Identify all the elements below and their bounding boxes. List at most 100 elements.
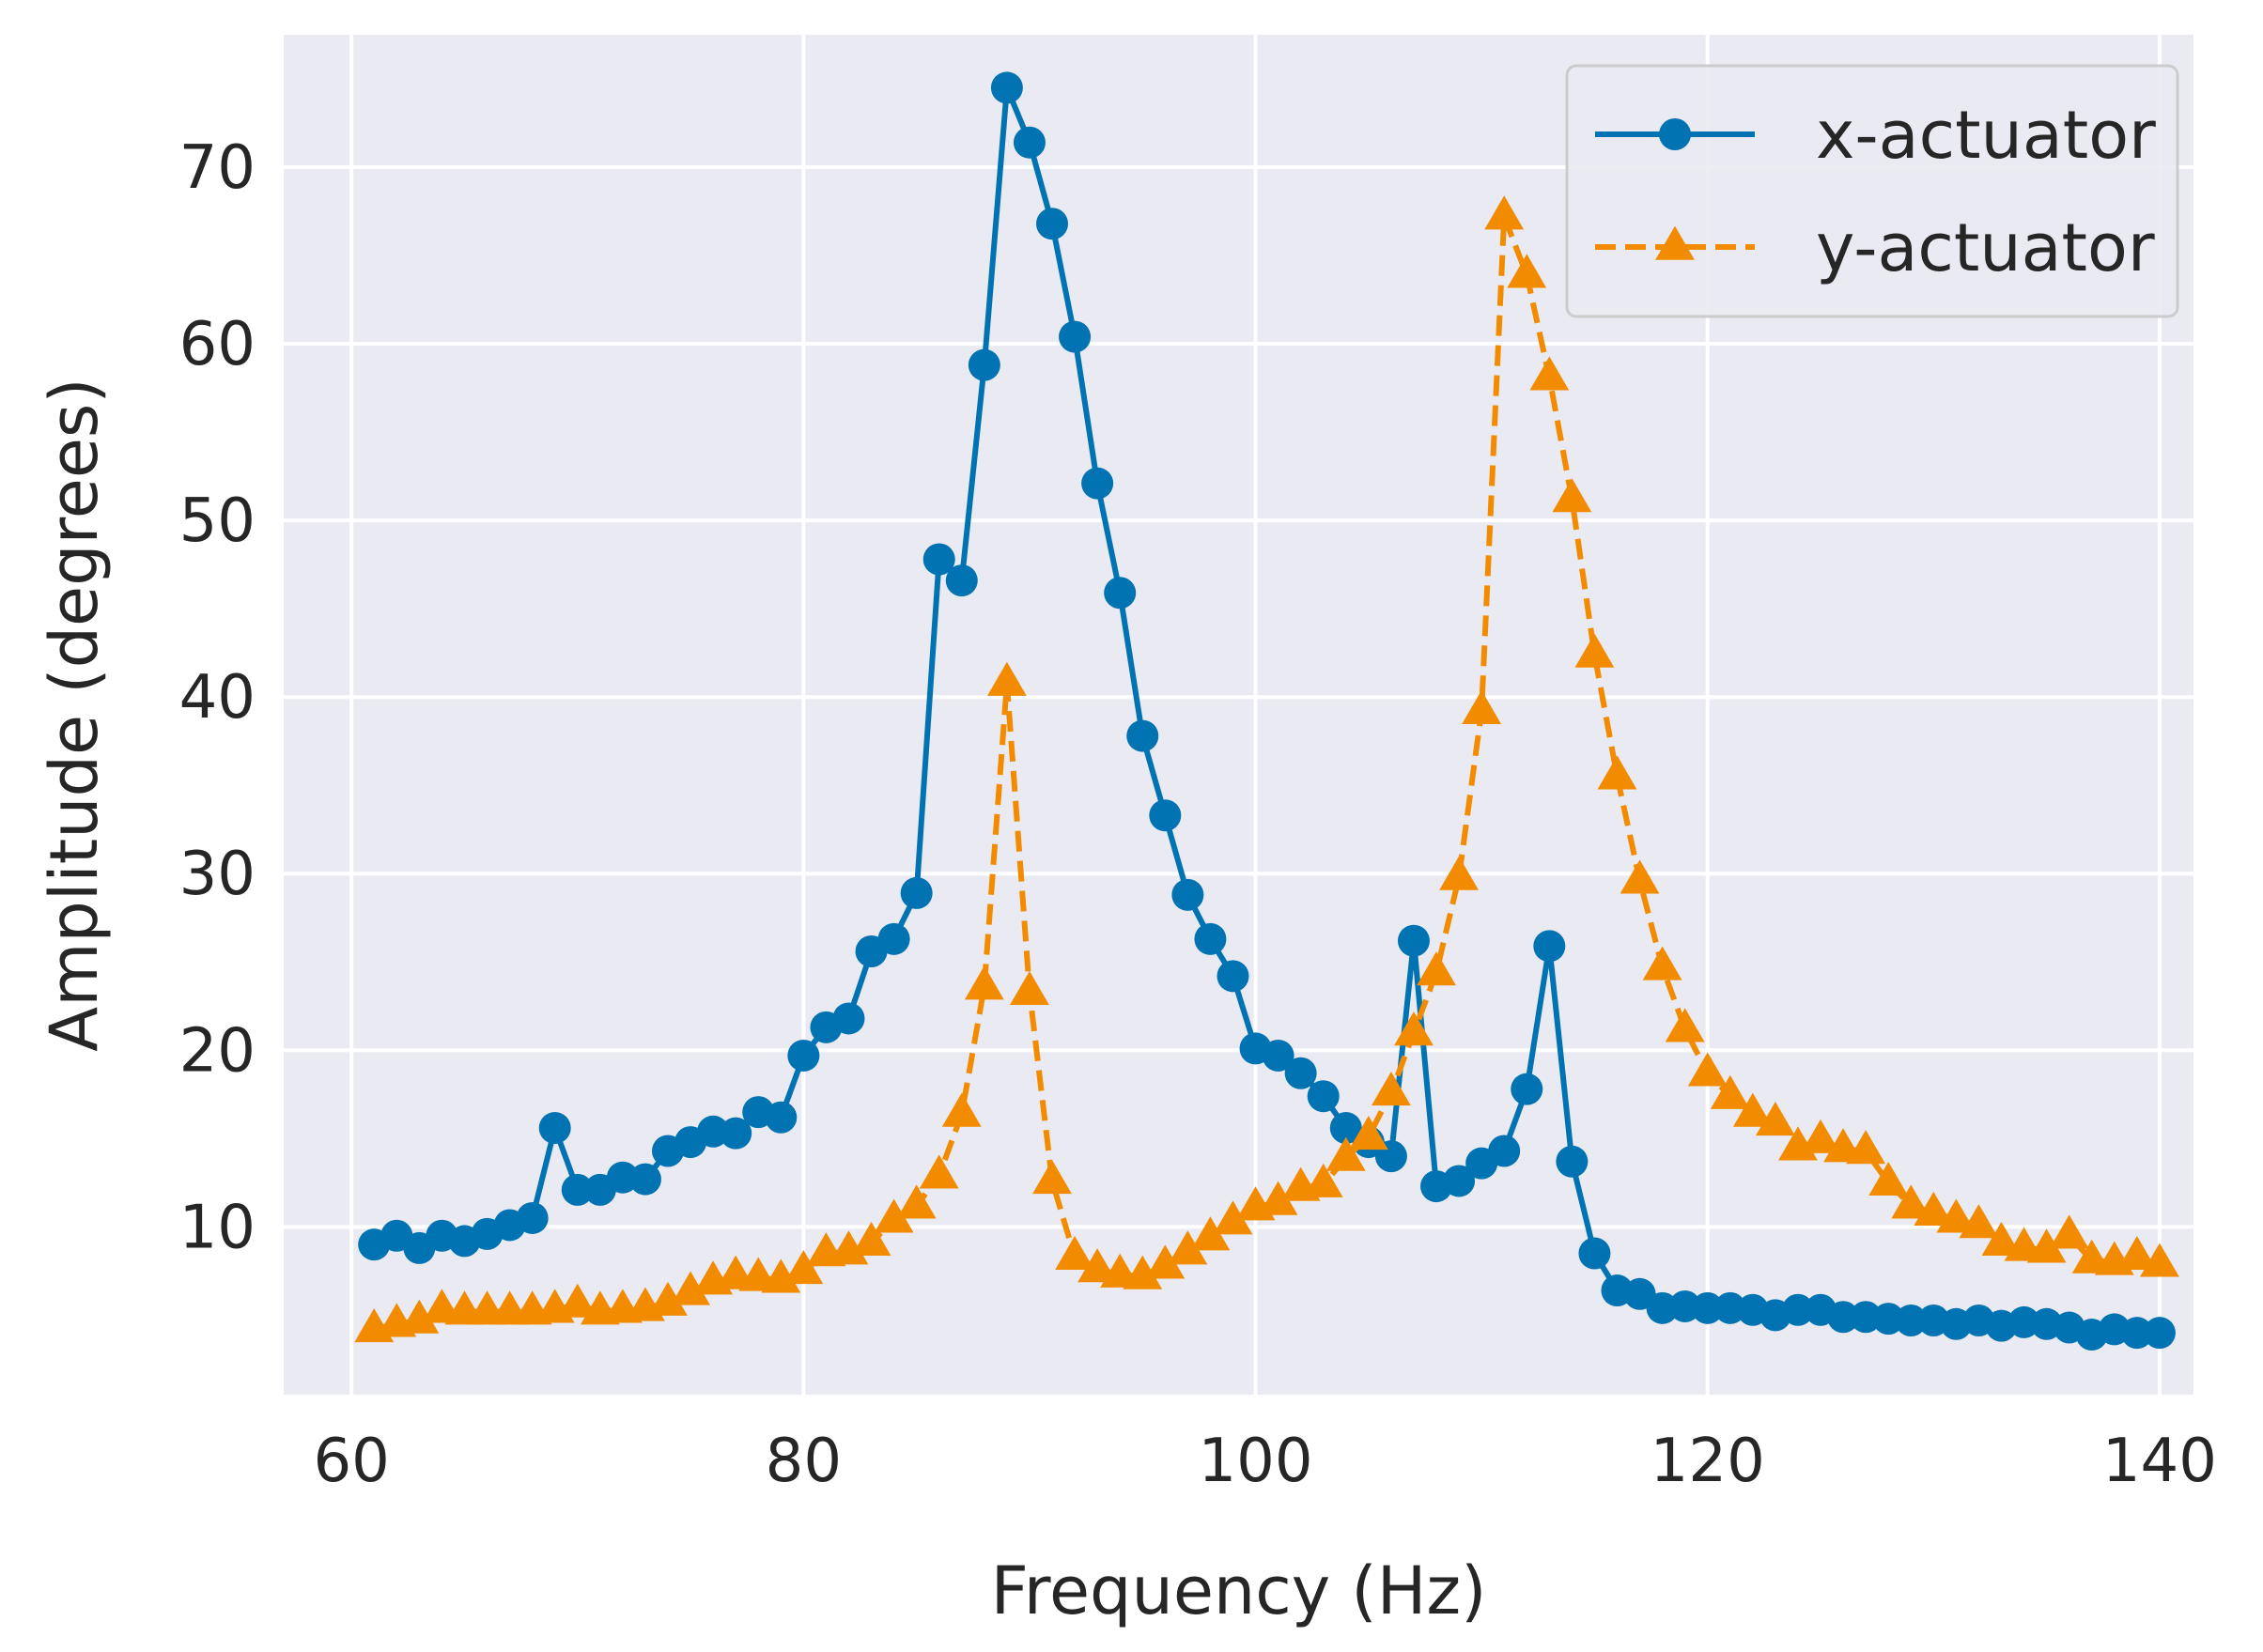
- point-y-actuator-120: [1687, 1052, 1728, 1087]
- point-y-actuator-82: [829, 1230, 869, 1265]
- point-y-actuator-131: [1936, 1198, 1976, 1233]
- point-y-actuator-79: [761, 1258, 801, 1293]
- x-tick-label-80: 80: [766, 1427, 842, 1496]
- point-y-actuator-127: [1846, 1130, 1886, 1165]
- point-x-actuator-77: [720, 1117, 752, 1150]
- point-y-actuator-118: [1642, 946, 1682, 980]
- point-x-actuator-79: [765, 1101, 798, 1134]
- point-y-actuator-117: [1620, 859, 1660, 894]
- point-y-actuator-104: [1325, 1136, 1366, 1171]
- point-y-actuator-110: [1462, 689, 1502, 724]
- point-y-actuator-123: [1756, 1102, 1795, 1136]
- legend-label-x-actuator: x-actuator: [1816, 97, 2156, 174]
- point-x-actuator-140: [2143, 1317, 2176, 1350]
- point-y-actuator-89: [986, 661, 1027, 696]
- point-y-actuator-116: [1597, 755, 1637, 790]
- point-y-actuator-130: [1914, 1191, 1954, 1227]
- point-y-actuator-109: [1439, 856, 1479, 890]
- point-y-actuator-103: [1303, 1163, 1343, 1197]
- point-y-actuator-125: [1801, 1119, 1840, 1153]
- point-y-actuator-97: [1168, 1230, 1208, 1265]
- point-x-actuator-86: [922, 543, 955, 576]
- y-tick-label-20: 20: [179, 1016, 256, 1086]
- point-y-actuator-87: [941, 1092, 982, 1127]
- point-y-actuator-136: [2049, 1214, 2089, 1249]
- x-tick-label-120: 120: [1651, 1427, 1765, 1496]
- point-x-actuator-124: [1781, 1293, 1814, 1326]
- point-y-actuator-112: [1507, 254, 1547, 288]
- point-y-actuator-140: [2140, 1243, 2179, 1277]
- point-x-actuator-88: [968, 348, 1000, 381]
- point-x-actuator-96: [1149, 799, 1182, 832]
- point-y-actuator-115: [1574, 633, 1615, 668]
- grid: [284, 35, 2193, 1395]
- point-x-actuator-84: [877, 922, 910, 955]
- point-y-actuator-133: [1981, 1221, 2022, 1256]
- legend-marker-x-actuator: [1659, 118, 1691, 150]
- point-x-actuator-91: [1036, 208, 1069, 240]
- point-x-actuator-68: [516, 1201, 549, 1234]
- point-x-actuator-107: [1397, 924, 1430, 957]
- point-y-actuator-86: [919, 1154, 959, 1189]
- y-tick-label-60: 60: [179, 310, 256, 379]
- point-y-actuator-105: [1348, 1116, 1388, 1150]
- series-y-actuator: [354, 195, 2179, 1343]
- point-x-actuator-97: [1171, 878, 1204, 911]
- x-tick-label-60: 60: [313, 1427, 389, 1496]
- y-tick-label-50: 50: [179, 486, 256, 556]
- point-x-actuator-115: [1578, 1237, 1611, 1270]
- point-x-actuator-103: [1307, 1080, 1340, 1113]
- legend: x-actuator y-actuator: [1565, 64, 2179, 318]
- point-y-actuator-88: [964, 965, 1004, 1000]
- point-y-actuator-91: [1032, 1160, 1072, 1195]
- point-y-actuator-101: [1258, 1181, 1298, 1215]
- point-y-actuator-129: [1891, 1184, 1931, 1219]
- point-y-actuator-98: [1190, 1216, 1231, 1251]
- legend-label-y-actuator: y-actuator: [1816, 209, 2155, 286]
- point-y-actuator-135: [2026, 1228, 2067, 1263]
- x-axis-label: Frequency (Hz): [991, 1552, 1487, 1629]
- point-x-actuator-101: [1262, 1039, 1294, 1072]
- point-x-actuator-113: [1533, 930, 1566, 963]
- series-layer: [354, 71, 2179, 1351]
- point-y-actuator-90: [1010, 970, 1049, 1005]
- legend-entry-y-actuator: y-actuator: [1595, 209, 2155, 286]
- point-x-actuator-95: [1126, 719, 1159, 752]
- x-tick-label-100: 100: [1198, 1427, 1312, 1496]
- point-x-actuator-94: [1104, 577, 1137, 610]
- point-y-actuator-93: [1077, 1248, 1118, 1283]
- point-y-actuator-122: [1732, 1092, 1773, 1127]
- point-x-actuator-126: [1827, 1301, 1860, 1334]
- point-y-actuator-63: [399, 1299, 440, 1334]
- point-x-actuator-98: [1194, 922, 1227, 955]
- point-y-actuator-128: [1868, 1161, 1909, 1197]
- point-x-actuator-80: [787, 1039, 820, 1072]
- point-x-actuator-99: [1217, 960, 1249, 993]
- point-y-actuator-107: [1394, 1011, 1434, 1046]
- point-y-actuator-95: [1123, 1255, 1163, 1289]
- point-x-actuator-139: [2120, 1317, 2153, 1350]
- x-tick-label-140: 140: [2102, 1427, 2217, 1496]
- point-y-actuator-96: [1145, 1244, 1186, 1279]
- point-x-actuator-114: [1556, 1145, 1589, 1178]
- point-y-actuator-83: [851, 1221, 891, 1256]
- y-tick-label-70: 70: [179, 133, 256, 203]
- point-x-actuator-111: [1488, 1135, 1521, 1167]
- legend-box: [1565, 64, 2179, 318]
- point-y-actuator-111: [1484, 195, 1525, 230]
- point-y-actuator-92: [1055, 1235, 1094, 1271]
- series-x-actuator: [358, 71, 2176, 1351]
- point-x-actuator-90: [1013, 126, 1046, 159]
- point-x-actuator-70: [561, 1173, 594, 1206]
- point-x-actuator-73: [628, 1163, 661, 1196]
- tick-labels: 60 80 100 120 140 10 20 30 40 50 60 70: [179, 133, 2217, 1496]
- point-x-actuator-112: [1511, 1073, 1543, 1105]
- point-y-actuator-84: [874, 1198, 914, 1233]
- point-y-actuator-113: [1529, 356, 1570, 391]
- y-tick-label-30: 30: [179, 840, 256, 909]
- point-y-actuator-114: [1552, 478, 1592, 513]
- point-x-actuator-89: [990, 71, 1023, 104]
- point-x-actuator-92: [1059, 320, 1092, 353]
- point-y-actuator-74: [648, 1281, 688, 1316]
